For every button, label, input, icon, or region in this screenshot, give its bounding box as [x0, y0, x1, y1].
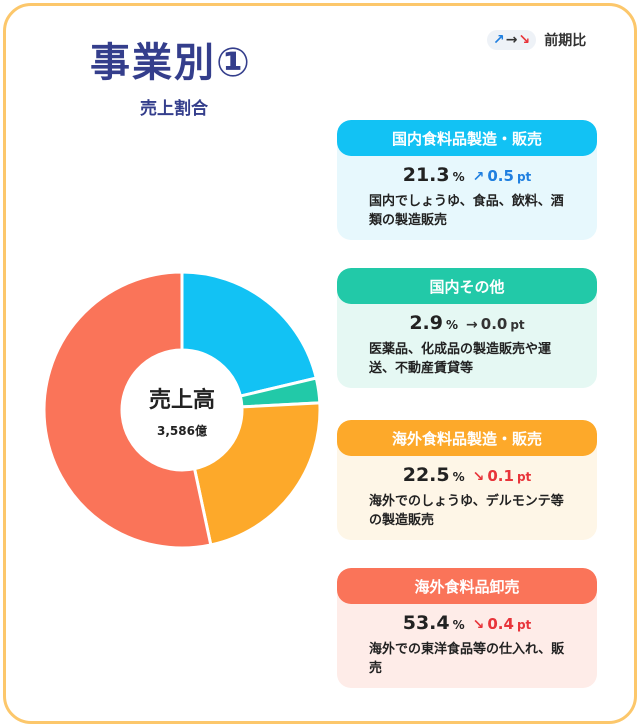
legend-arrows: ↗ → ↘	[487, 30, 537, 50]
segment-description: 医薬品、化成品の製造販売や運送、不動産賃貸等	[369, 342, 552, 376]
segment-share-unit: %	[446, 318, 459, 332]
legend: ↗ → ↘ 前期比	[487, 30, 586, 50]
segment-change-unit: pt	[516, 470, 532, 484]
change-arrow-icon: ↘	[472, 617, 485, 633]
segment-card: 国内食料品製造・販売 21.3 % ↗ 0.5 pt 国内でしょうゆ、食品、飲料…	[337, 120, 597, 240]
change-arrow-icon: →	[466, 317, 478, 333]
page-title: 事業別①	[90, 40, 252, 86]
segment-change-unit: pt	[510, 318, 525, 332]
segment-share: 21.3	[402, 164, 450, 186]
segment-change: 0.0	[480, 315, 508, 333]
donut-slice-3	[192, 401, 322, 547]
arrow-right-icon: →	[505, 32, 518, 48]
segment-card: 海外食料品製造・販売 22.5 % ↘ 0.1 pt 海外でのしょうゆ、デルモン…	[337, 420, 597, 540]
segment-card-title: 国内食料品製造・販売	[337, 120, 597, 156]
segment-description: 海外での東洋食品等の仕入れ、販売	[369, 642, 565, 676]
arrow-down-icon: ↘	[518, 32, 531, 48]
donut-chart	[42, 270, 322, 550]
change-arrow-icon: ↗	[472, 169, 485, 185]
segment-card-title: 海外食料品製造・販売	[337, 420, 597, 456]
segment-description: 国内でしょうゆ、食品、飲料、酒類の製造販売	[369, 194, 564, 228]
segment-change: 0.1	[487, 467, 514, 485]
segment-stat: 2.9 % → 0.0 pt	[337, 312, 597, 334]
segment-card-title: 海外食料品卸売	[337, 568, 597, 604]
segment-change-unit: pt	[516, 618, 532, 632]
segment-change: 0.5	[487, 167, 514, 185]
legend-label: 前期比	[544, 33, 587, 49]
segment-share: 53.4	[402, 612, 450, 634]
segment-stat: 22.5 % ↘ 0.1 pt	[337, 464, 597, 486]
segment-description: 海外でのしょうゆ、デルモンテ等の製造販売	[369, 494, 564, 528]
segment-share: 22.5	[402, 464, 450, 486]
segment-change-unit: pt	[516, 170, 532, 184]
donut-slice-1	[180, 270, 319, 398]
donut-slice-4	[42, 270, 213, 550]
segment-share-unit: %	[452, 618, 465, 632]
segment-share-unit: %	[452, 470, 465, 484]
segment-card: 国内その他 2.9 % → 0.0 pt 医薬品、化成品の製造販売や運送、不動産…	[337, 268, 597, 388]
segment-stat: 53.4 % ↘ 0.4 pt	[337, 612, 597, 634]
change-arrow-icon: ↘	[472, 469, 485, 485]
segment-change: 0.4	[487, 615, 514, 633]
segment-card-title: 国内その他	[337, 268, 597, 304]
page-subtitle: 売上割合	[140, 99, 208, 119]
segment-stat: 21.3 % ↗ 0.5 pt	[337, 164, 597, 186]
segment-card: 海外食料品卸売 53.4 % ↘ 0.4 pt 海外での東洋食品等の仕入れ、販売	[337, 568, 597, 688]
segment-share-unit: %	[452, 170, 465, 184]
arrow-up-icon: ↗	[493, 32, 505, 48]
segment-share: 2.9	[409, 312, 443, 334]
